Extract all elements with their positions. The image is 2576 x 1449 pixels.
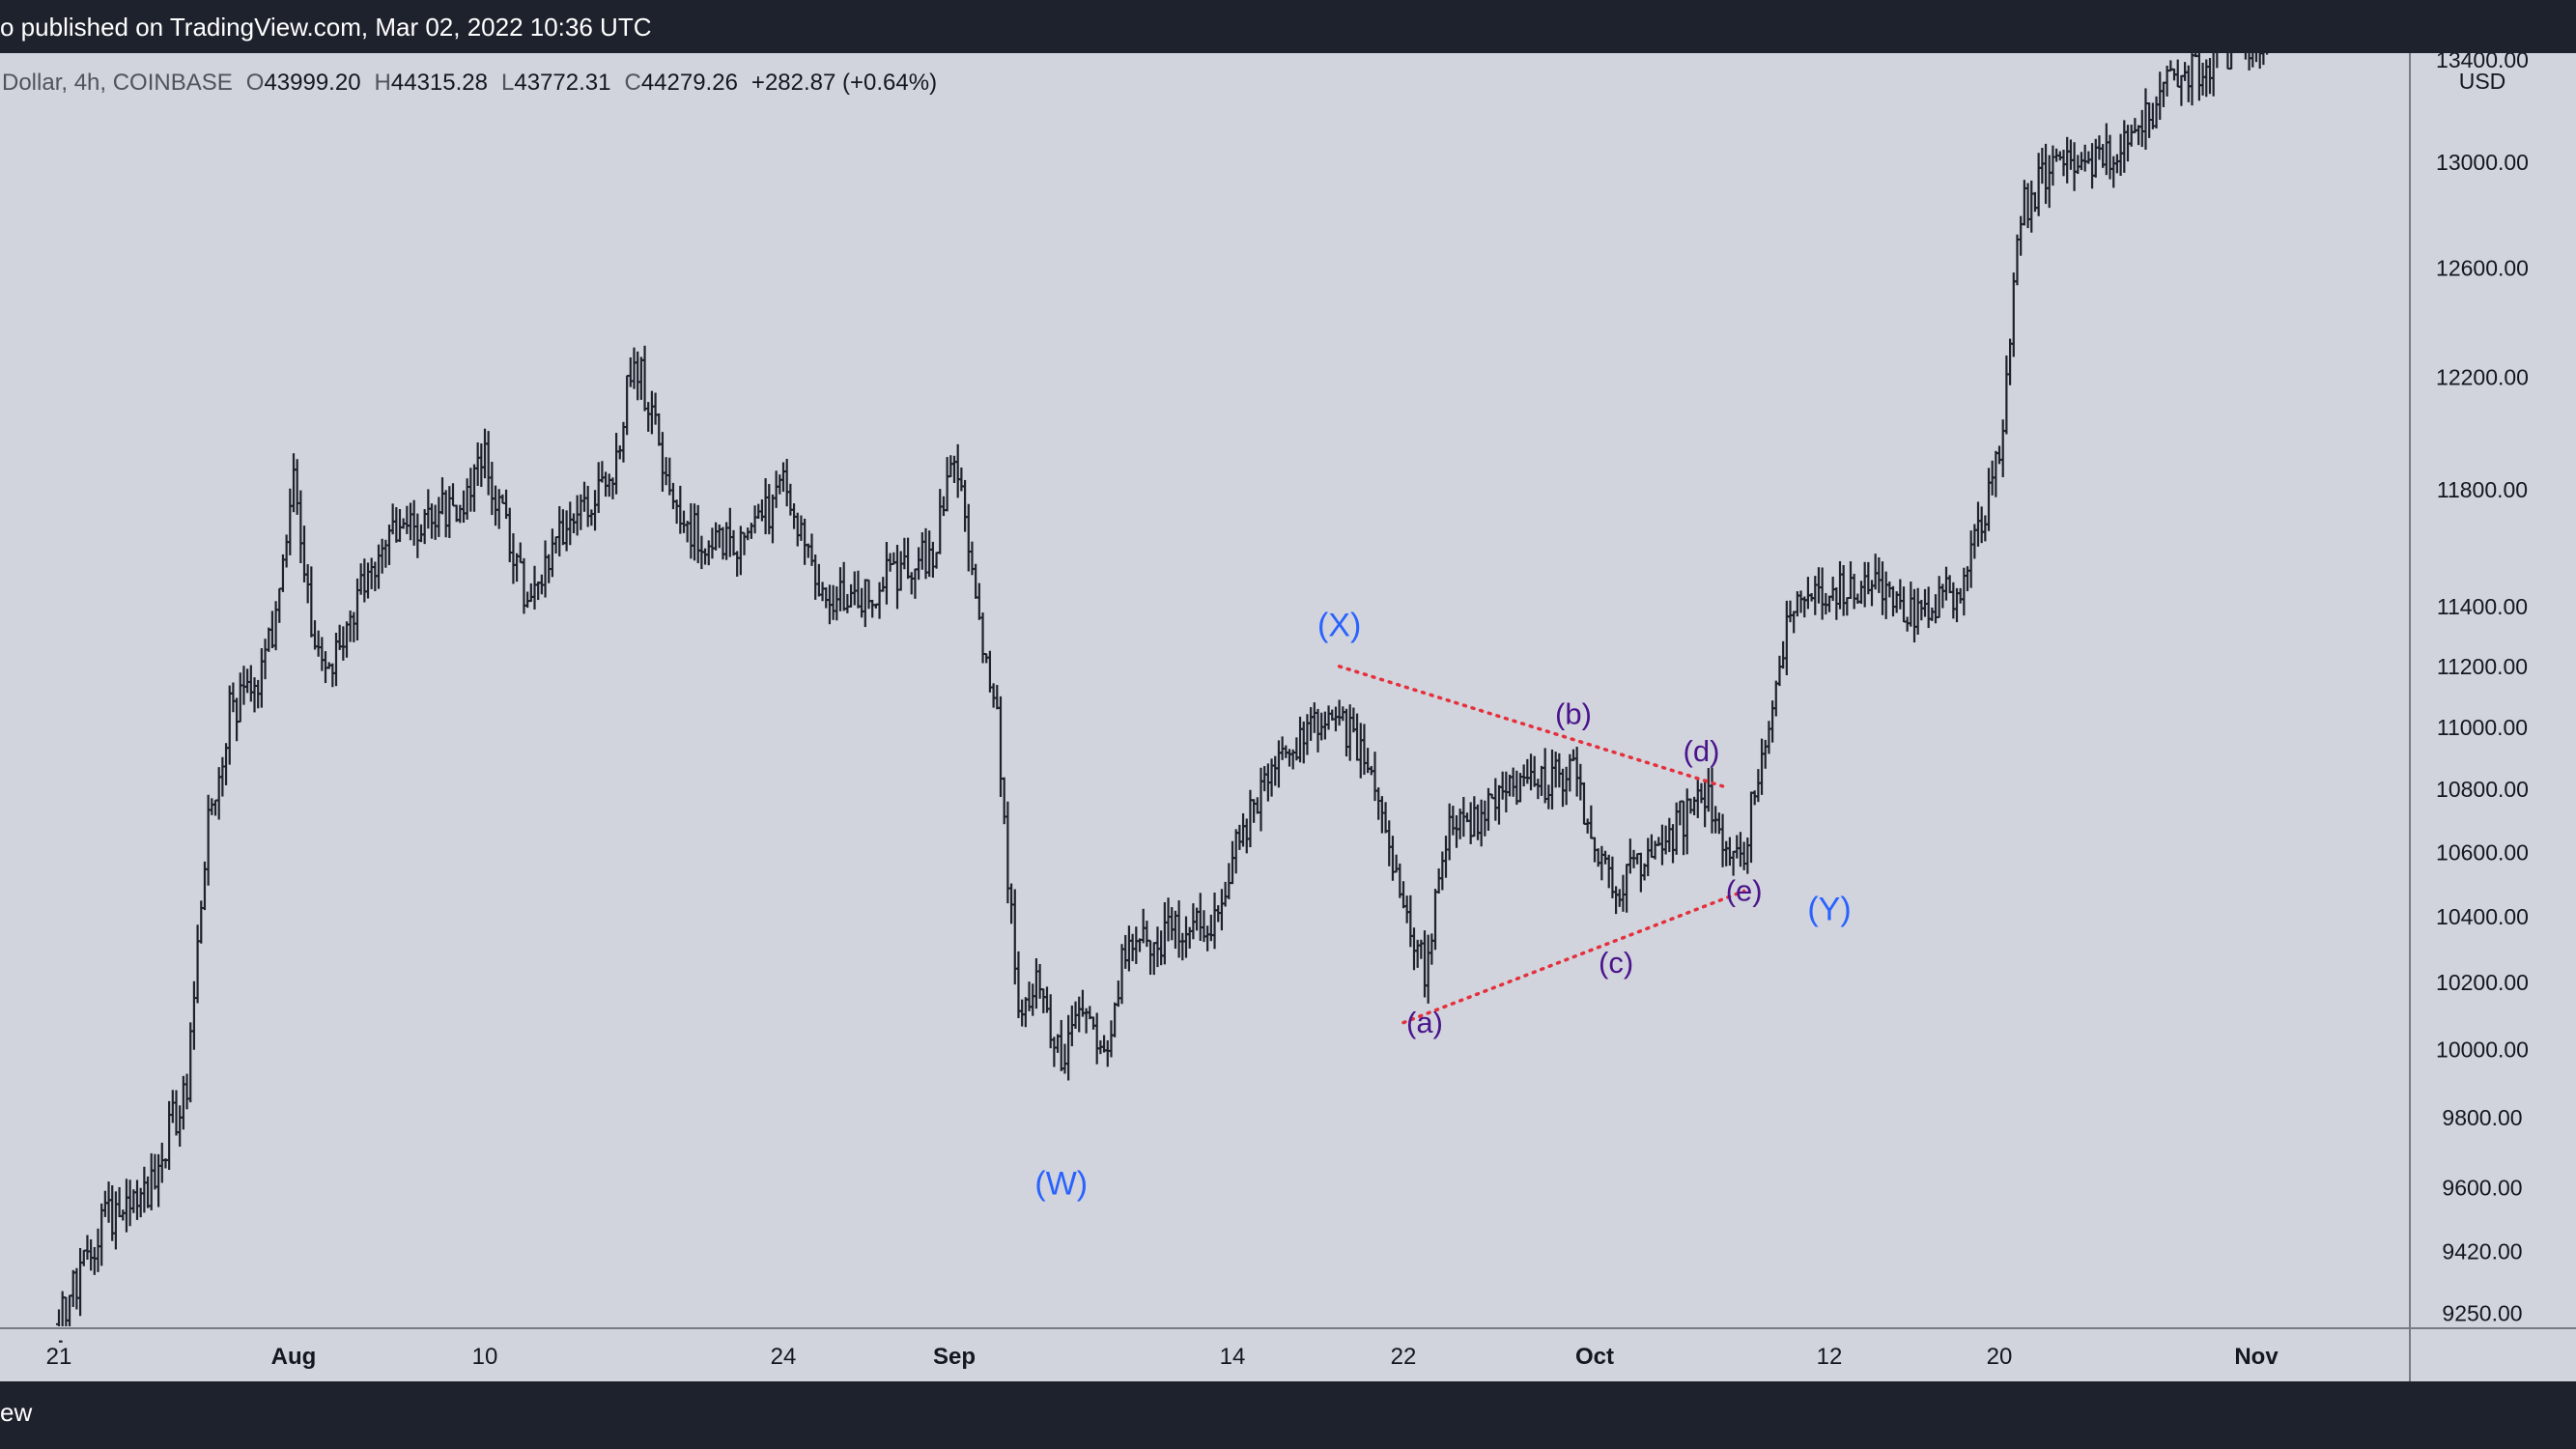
time-tick-label: 12 [1817,1344,1843,1370]
plot-background [0,53,2409,1328]
ohlc-bar [2244,53,2248,60]
time-tick-label: Nov [2234,1344,2279,1370]
price-axis-ticks: 13400.00 13000.00 12600.00 12200.00 11800.00… [2436,53,2529,1325]
price-tick-label: 10600.00 [2436,840,2529,866]
ohlc-bar [2254,53,2258,63]
time-tick-label: 21 [46,1344,72,1370]
time-tick-label: 10 [472,1344,498,1370]
triangle-trendlines [1337,665,1746,1025]
wave-label[interactable]: (W) [1034,1166,1088,1203]
wave-label[interactable]: (d) [1684,734,1720,768]
price-tick-label: 9250.00 [2442,1300,2522,1325]
chart-area[interactable]: (X) (W) (Y) (a) (b) (c) (d) (e) 13400.00 13000.0… [0,53,2576,1381]
legend-c-value: 44279.26 [641,70,738,96]
wave-label[interactable]: (X) [1317,608,1361,644]
ohlc-bar [2260,53,2265,66]
legend-h-label: H [375,70,391,96]
time-tick-label: Oct [1575,1344,1614,1370]
ohlc-bar [2210,53,2215,97]
brand-text: ew [0,1398,33,1427]
time-tick-label: Aug [271,1344,317,1370]
ohlc-bar [2216,53,2219,69]
price-scale-panel[interactable] [2409,53,2576,1328]
price-tick-label: 10200.00 [2436,970,2529,995]
price-tick-label: 9420.00 [2442,1239,2522,1264]
brand-footer: ew [0,1381,2576,1449]
price-tick-label: 13000.00 [2436,150,2529,175]
legend-l-label: L [501,70,514,96]
legend-h-value: 44315.28 [391,70,488,96]
price-tick-label: 11000.00 [2437,715,2528,740]
legend-l-value: 43772.31 [514,70,610,96]
wave-labels: (X) (W) (Y) (a) (b) (c) (d) (e) [1034,608,1851,1203]
wave-label[interactable]: (e) [1726,873,1763,907]
time-tick-label: 24 [771,1344,797,1370]
publish-info-text: o published on TradingView.com, Mar 02, … [0,13,652,42]
price-tick-label: 12200.00 [2436,364,2529,389]
ohlc-bars [56,53,2269,1343]
price-tick-label: 11200.00 [2437,654,2528,679]
wave-label[interactable]: (c) [1599,946,1633,980]
time-tick-label: 14 [1220,1344,1246,1370]
legend-o-value: 43999.20 [264,70,360,96]
currency-label: USD [2459,69,2506,94]
time-tick-label: 22 [1391,1344,1417,1370]
price-tick-label: 10400.00 [2436,904,2529,929]
ohlc-bar [2228,53,2233,71]
ohlc-bar [2265,53,2269,55]
price-tick-label: 10800.00 [2436,777,2529,802]
legend-c-label: C [624,70,640,96]
time-axis-ticks[interactable]: 21 Aug 10 24 Sep 14 22 Oct 12 20 Nov [46,1344,2279,1370]
price-tick-label: 9800.00 [2442,1105,2522,1130]
price-tick-label: 13400.00 [2436,53,2529,72]
trendline-upper[interactable] [1337,665,1725,788]
price-tick-label: 9600.00 [2442,1175,2522,1200]
price-tick-label: 12600.00 [2436,256,2529,281]
wave-label[interactable]: (b) [1555,697,1592,731]
legend-o-label: O [246,70,265,96]
legend-symbol: Dollar, 4h, COINBASE [2,70,233,96]
wave-label[interactable]: (a) [1406,1006,1443,1039]
time-tick-label: 20 [1987,1344,2013,1370]
ohlc-legend: Dollar, 4h, COINBASE O43999.20 H44315.28 L4… [2,70,937,96]
publish-header: o published on TradingView.com, Mar 02, … [0,0,2576,53]
price-tick-label: 11800.00 [2437,477,2528,502]
price-tick-label: 10000.00 [2436,1037,2529,1063]
price-tick-label: 11400.00 [2437,594,2528,619]
time-tick-label: Sep [933,1344,976,1370]
trendline-lower[interactable] [1401,889,1746,1025]
wave-label[interactable]: (Y) [1807,892,1851,928]
legend-change: +282.87 (+0.64%) [751,70,937,96]
ohlc-bar [2250,53,2254,68]
